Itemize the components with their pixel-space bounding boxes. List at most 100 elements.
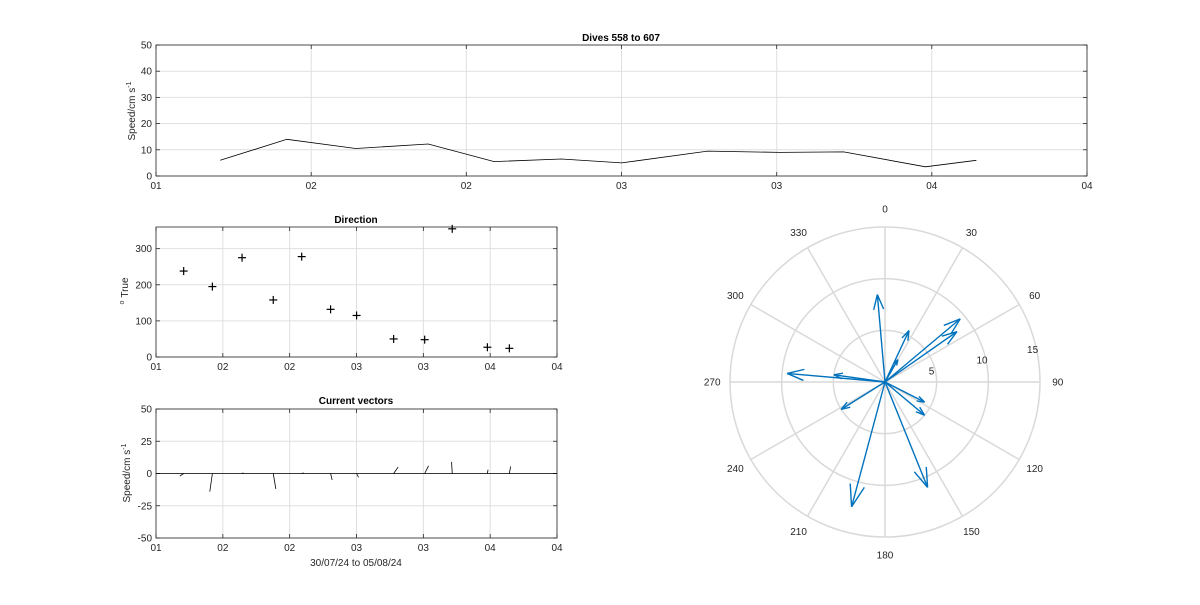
compass-arrow-shaft: [850, 381, 886, 507]
speed-xtick-label: 03: [616, 181, 628, 192]
compass-arrow: [884, 381, 929, 488]
vectors-xtick-label: 04: [551, 543, 563, 554]
direction-xtick-label: 02: [217, 362, 229, 373]
vectors-ytick-label: 0: [146, 469, 152, 480]
compass-arrow-head: [950, 318, 961, 335]
polar-angle-label: 270: [704, 378, 721, 389]
compass-arrow-head: [873, 294, 879, 311]
compass-arrow-shaft: [840, 381, 886, 410]
direction-title: Direction: [334, 215, 377, 226]
current-vector: [272, 473, 277, 490]
current-vector: [486, 469, 489, 474]
direction-point: [389, 334, 398, 343]
direction-xtick-label: 01: [150, 362, 162, 373]
vectors-xtick-label: 02: [217, 543, 229, 554]
current-vector: [451, 461, 453, 474]
vectors-title: Current vectors: [319, 396, 394, 407]
direction-point: [179, 267, 188, 276]
compass-arrow-head: [913, 471, 929, 488]
direction-ytick-label: 300: [135, 244, 152, 255]
direction-point: [238, 253, 247, 262]
vectors-xtick-label: 02: [284, 543, 296, 554]
speed-xtick-label: 01: [150, 181, 162, 192]
compass-arrow-shaft: [884, 381, 926, 416]
direction-xtick-label: 03: [418, 362, 430, 373]
compass-arrow-shaft: [884, 330, 910, 383]
polar-angle-label: 0: [882, 205, 888, 216]
compass-arrow: [884, 359, 899, 383]
compass-arrow-head: [946, 331, 958, 345]
speed-xtick-label: 02: [461, 181, 473, 192]
direction-xtick-label: 04: [551, 362, 563, 373]
compass-arrow: [849, 381, 886, 508]
polar-spoke: [750, 381, 886, 461]
current-vector: [301, 472, 304, 474]
compass-arrow: [873, 294, 886, 383]
vectors-ytick-label: -50: [138, 534, 153, 545]
polar-angle-label: 300: [727, 291, 744, 302]
vectors-xtick-label: 04: [485, 543, 497, 554]
polar-angle-label: 240: [727, 464, 744, 475]
current-vector: [179, 473, 184, 477]
direction-ylabel: oTrue: [119, 277, 131, 305]
direction-point: [483, 343, 492, 352]
speed-xtick-label: 04: [926, 181, 938, 192]
speed-ytick-label: 30: [141, 93, 153, 104]
direction-ytick-label: 0: [146, 353, 152, 364]
compass-arrow-head: [849, 483, 853, 507]
compass-arrow-head: [915, 411, 925, 416]
compass-arrow-head: [892, 359, 899, 365]
direction-point: [505, 344, 514, 353]
polar-spoke: [884, 381, 964, 517]
direction-xtick-label: 02: [284, 362, 296, 373]
compass-arrow-shaft: [884, 318, 961, 383]
direction-axes: oTrue 0 100 200 300 01 02 02 03 03 04 04 Direction: [119, 215, 563, 373]
speed-xtick-label: 03: [771, 181, 783, 192]
polar-angle-label: 330: [790, 228, 807, 239]
direction-ytick-label: 200: [135, 280, 152, 291]
speed-xtick-label: 04: [1081, 181, 1093, 192]
direction-point: [420, 335, 429, 344]
compass-arrow-head: [787, 368, 805, 375]
vectors-axes: Speed/cm s-1 30/07/24 to 05/08/24 -50 -25…: [121, 396, 563, 569]
vectors-ytick-label: 50: [141, 405, 153, 416]
compass-arrow: [840, 381, 886, 411]
compass-arrow: [884, 318, 961, 383]
compass-arrow-head: [786, 372, 804, 382]
direction-ytick-label: 100: [135, 316, 152, 327]
polar-angle-label: 90: [1052, 378, 1064, 389]
compass-arrow-head: [925, 466, 929, 488]
direction-xtick-label: 04: [485, 362, 497, 373]
compass-arrow-shaft: [833, 374, 886, 383]
speed-axes: Speed/cm s-1 0 10 20 30 40 50 01 02 02 03 03 04 04 Di…: [126, 33, 1093, 192]
compass-arrow-head: [907, 330, 910, 341]
compass-arrow: [884, 381, 926, 416]
vectors-xlabel: 30/07/24 to 05/08/24: [310, 558, 402, 569]
compass-arrow: [884, 330, 958, 383]
polar-radius-label: 15: [1027, 345, 1039, 356]
speed-ytick-label: 40: [141, 67, 153, 78]
compass-arrow-head: [943, 318, 961, 327]
speed-title: Dives 558 to 607: [582, 33, 660, 44]
compass-arrow-head: [833, 372, 844, 376]
speed-ytick-label: 10: [141, 145, 153, 156]
polar-angle-label: 180: [877, 550, 894, 561]
vectors-ylabel: Speed/cm s-1: [121, 443, 133, 502]
direction-xtick-label: 03: [351, 362, 363, 373]
polar-spoke: [884, 303, 1020, 383]
compass-arrow-head: [918, 395, 926, 403]
speed-ylabel: Speed/cm s-1: [126, 81, 138, 140]
compass-arrow-shaft: [884, 381, 925, 403]
polar-angle-label: 60: [1029, 291, 1041, 302]
compass-arrow-head: [850, 486, 865, 508]
polar-spoke: [806, 247, 886, 383]
compass-arrow: [786, 368, 886, 383]
current-vector: [209, 473, 213, 492]
polar-spoke: [884, 381, 1020, 461]
speed-ytick-label: 0: [146, 172, 152, 183]
vectors-ytick-label: 25: [141, 437, 153, 448]
current-vector: [330, 473, 333, 481]
compass-arrow: [833, 372, 886, 383]
direction-point: [208, 282, 217, 291]
